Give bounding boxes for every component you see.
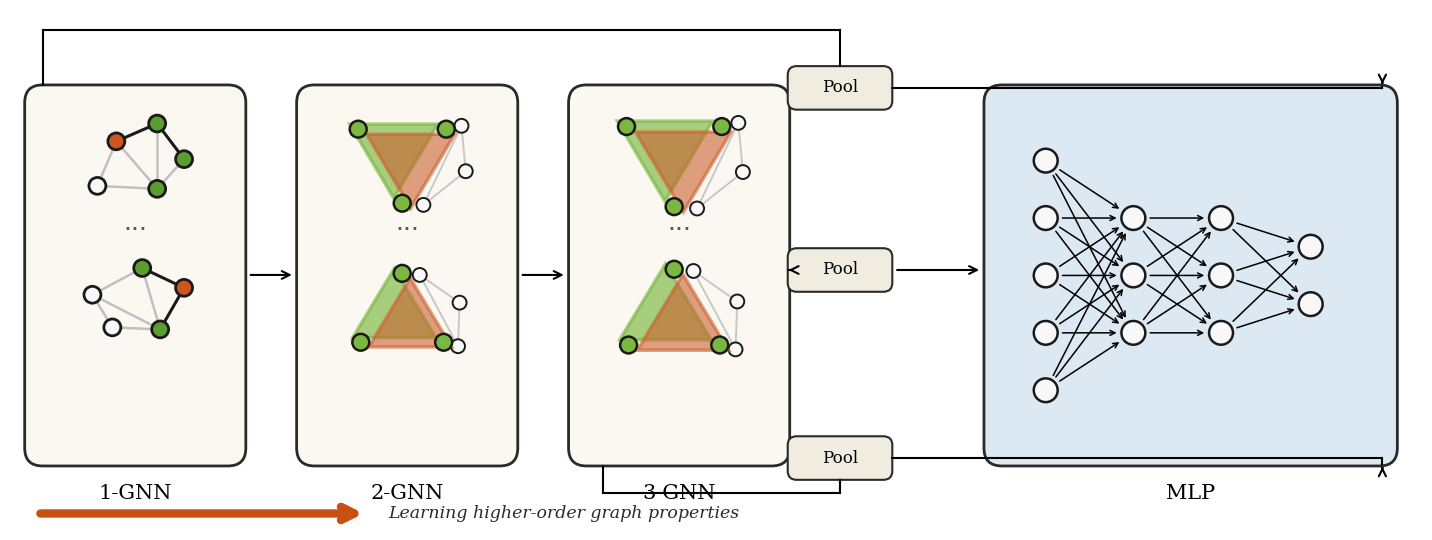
Text: Learning higher-order graph properties: Learning higher-order graph properties (388, 505, 739, 522)
Circle shape (1209, 264, 1233, 287)
Polygon shape (620, 264, 710, 340)
Circle shape (84, 286, 100, 303)
Circle shape (349, 121, 367, 138)
Circle shape (1034, 148, 1058, 172)
Circle shape (1121, 321, 1146, 345)
Circle shape (713, 118, 730, 135)
Circle shape (453, 296, 467, 309)
Text: ···: ··· (123, 218, 147, 242)
Polygon shape (367, 134, 455, 208)
Circle shape (458, 164, 473, 178)
Text: 1-GNN: 1-GNN (99, 484, 172, 503)
FancyBboxPatch shape (24, 85, 246, 466)
FancyBboxPatch shape (569, 85, 789, 466)
Circle shape (736, 165, 750, 179)
Circle shape (620, 336, 637, 354)
Circle shape (451, 339, 465, 353)
Circle shape (454, 119, 468, 133)
Circle shape (1121, 264, 1146, 287)
Circle shape (666, 198, 683, 215)
Circle shape (89, 178, 106, 194)
Circle shape (730, 294, 745, 308)
Polygon shape (352, 268, 435, 338)
Polygon shape (637, 274, 729, 350)
Circle shape (1299, 235, 1323, 259)
Circle shape (133, 260, 150, 276)
Circle shape (1299, 292, 1323, 316)
Text: 3-GNN: 3-GNN (643, 484, 716, 503)
Circle shape (149, 115, 166, 132)
Circle shape (176, 151, 192, 167)
Circle shape (686, 264, 700, 278)
Circle shape (352, 334, 369, 350)
Circle shape (1209, 206, 1233, 230)
Text: 2-GNN: 2-GNN (371, 484, 444, 503)
Circle shape (149, 180, 166, 197)
FancyBboxPatch shape (788, 66, 892, 110)
Circle shape (412, 268, 427, 282)
Polygon shape (617, 121, 713, 201)
Circle shape (107, 133, 125, 150)
Circle shape (417, 198, 431, 212)
Circle shape (1034, 321, 1058, 345)
Text: Pool: Pool (822, 79, 858, 97)
Text: ···: ··· (667, 218, 692, 242)
FancyBboxPatch shape (296, 85, 518, 466)
FancyBboxPatch shape (788, 248, 892, 292)
Circle shape (1034, 379, 1058, 402)
Polygon shape (636, 132, 730, 212)
Circle shape (152, 321, 169, 338)
Circle shape (729, 342, 743, 356)
Circle shape (438, 121, 455, 138)
Circle shape (105, 319, 120, 336)
Circle shape (1034, 264, 1058, 287)
Circle shape (732, 116, 745, 130)
Circle shape (435, 334, 453, 350)
Circle shape (666, 261, 683, 278)
Polygon shape (349, 124, 438, 198)
Circle shape (619, 118, 634, 135)
Text: ···: ··· (395, 218, 420, 242)
Circle shape (1034, 206, 1058, 230)
Polygon shape (369, 278, 451, 347)
Text: Pool: Pool (822, 261, 858, 279)
Circle shape (1209, 321, 1233, 345)
Circle shape (1121, 206, 1146, 230)
Circle shape (176, 279, 192, 296)
FancyBboxPatch shape (984, 85, 1398, 466)
Circle shape (690, 201, 705, 215)
Circle shape (394, 265, 411, 282)
FancyBboxPatch shape (788, 436, 892, 480)
Text: Pool: Pool (822, 449, 858, 467)
Circle shape (712, 336, 729, 354)
Circle shape (394, 195, 411, 212)
Text: MLP: MLP (1166, 484, 1216, 503)
